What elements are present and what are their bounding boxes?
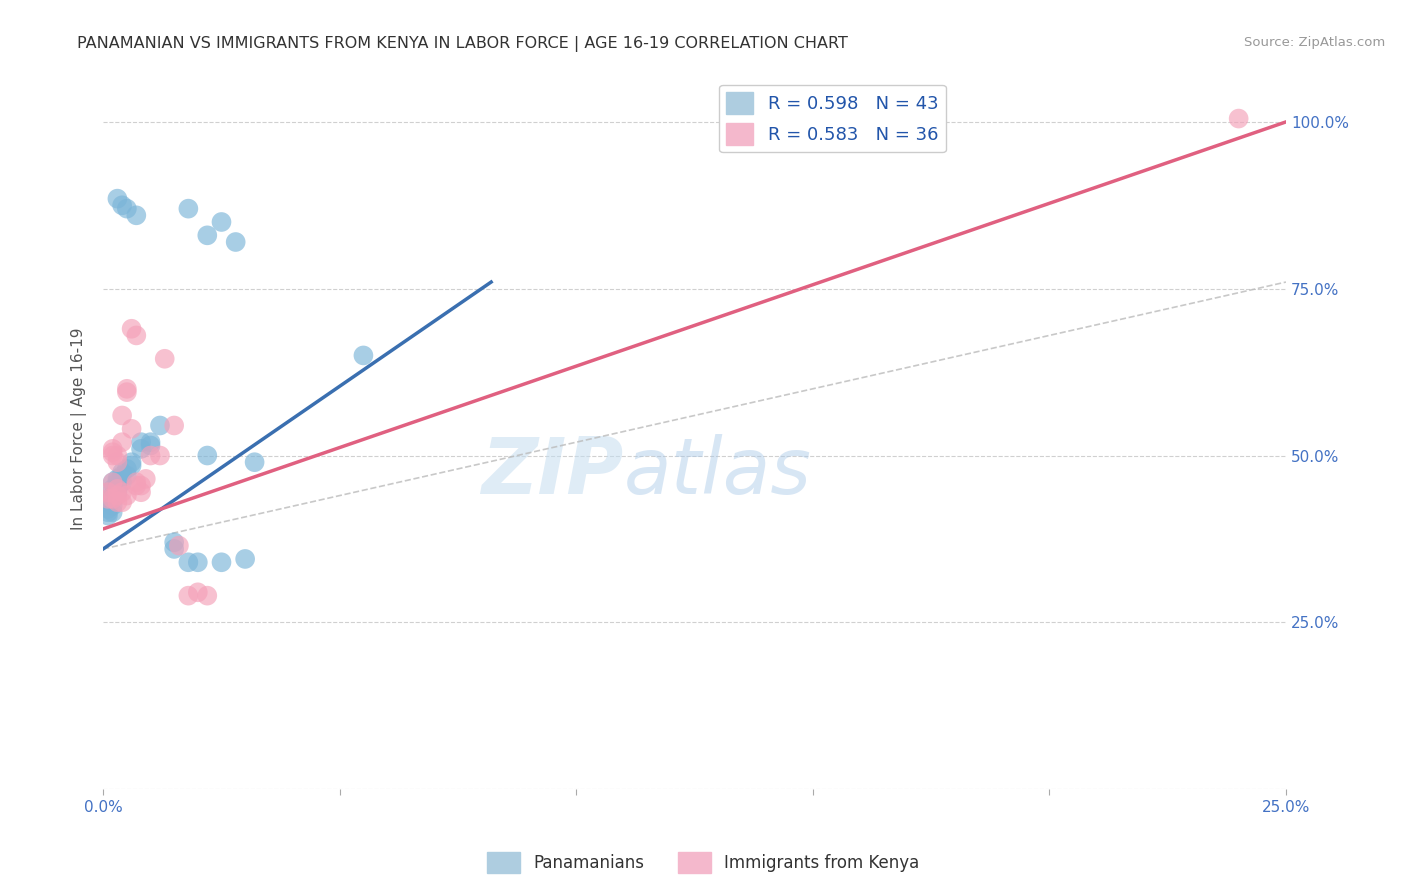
Point bbox=[177, 555, 200, 569]
Point bbox=[211, 215, 233, 229]
Point bbox=[211, 555, 233, 569]
Point bbox=[101, 505, 124, 519]
Point bbox=[129, 478, 152, 492]
Point bbox=[115, 385, 138, 400]
Point bbox=[195, 228, 218, 243]
Point bbox=[149, 418, 172, 433]
Point bbox=[225, 235, 247, 249]
Text: PANAMANIAN VS IMMIGRANTS FROM KENYA IN LABOR FORCE | AGE 16-19 CORRELATION CHART: PANAMANIAN VS IMMIGRANTS FROM KENYA IN L… bbox=[77, 36, 848, 52]
Point bbox=[111, 465, 134, 479]
Point bbox=[111, 409, 134, 423]
Point bbox=[111, 435, 134, 450]
Point bbox=[107, 489, 129, 503]
Point bbox=[97, 502, 120, 516]
Point bbox=[101, 475, 124, 490]
Point bbox=[101, 491, 124, 506]
Point bbox=[243, 455, 266, 469]
Point bbox=[121, 322, 143, 336]
Legend: R = 0.598   N = 43, R = 0.583   N = 36: R = 0.598 N = 43, R = 0.583 N = 36 bbox=[718, 85, 946, 153]
Point bbox=[233, 552, 256, 566]
Point bbox=[97, 505, 120, 519]
Point bbox=[125, 478, 148, 492]
Point bbox=[153, 351, 176, 366]
Point bbox=[107, 449, 129, 463]
Point bbox=[107, 482, 129, 496]
Point bbox=[115, 382, 138, 396]
Point bbox=[107, 192, 129, 206]
Text: atlas: atlas bbox=[624, 434, 811, 510]
Point bbox=[111, 468, 134, 483]
Text: Source: ZipAtlas.com: Source: ZipAtlas.com bbox=[1244, 36, 1385, 49]
Point bbox=[195, 589, 218, 603]
Point bbox=[107, 495, 129, 509]
Point bbox=[125, 328, 148, 343]
Point bbox=[111, 198, 134, 212]
Point bbox=[107, 478, 129, 492]
Point bbox=[163, 418, 186, 433]
Point bbox=[115, 489, 138, 503]
Point bbox=[121, 458, 143, 473]
Point bbox=[187, 555, 209, 569]
Legend: Panamanians, Immigrants from Kenya: Panamanians, Immigrants from Kenya bbox=[479, 846, 927, 880]
Point bbox=[107, 455, 129, 469]
Point bbox=[139, 435, 162, 450]
Point bbox=[101, 445, 124, 459]
Point bbox=[107, 472, 129, 486]
Point bbox=[97, 485, 120, 500]
Point bbox=[129, 435, 152, 450]
Point bbox=[139, 449, 162, 463]
Point bbox=[177, 589, 200, 603]
Point bbox=[129, 442, 152, 456]
Point bbox=[115, 468, 138, 483]
Point bbox=[1227, 112, 1250, 126]
Point bbox=[101, 499, 124, 513]
Point bbox=[101, 475, 124, 490]
Point bbox=[101, 491, 124, 506]
Point bbox=[129, 485, 152, 500]
Point bbox=[195, 449, 218, 463]
Point bbox=[97, 491, 120, 506]
Point bbox=[149, 449, 172, 463]
Point bbox=[115, 462, 138, 476]
Point bbox=[163, 541, 186, 556]
Point bbox=[125, 208, 148, 222]
Point bbox=[101, 482, 124, 496]
Point bbox=[139, 438, 162, 452]
Point bbox=[111, 475, 134, 490]
Point bbox=[101, 449, 124, 463]
Point bbox=[115, 202, 138, 216]
Point bbox=[107, 482, 129, 496]
Text: ZIP: ZIP bbox=[481, 434, 624, 510]
Y-axis label: In Labor Force | Age 16-19: In Labor Force | Age 16-19 bbox=[72, 327, 87, 530]
Point bbox=[121, 455, 143, 469]
Point bbox=[163, 535, 186, 549]
Point bbox=[187, 585, 209, 599]
Point bbox=[352, 348, 374, 362]
Point bbox=[111, 485, 134, 500]
Point bbox=[111, 495, 134, 509]
Point bbox=[107, 475, 129, 490]
Point bbox=[121, 422, 143, 436]
Point bbox=[177, 202, 200, 216]
Point bbox=[101, 489, 124, 503]
Point bbox=[107, 485, 129, 500]
Point bbox=[97, 508, 120, 523]
Point bbox=[125, 475, 148, 490]
Point bbox=[101, 442, 124, 456]
Point bbox=[135, 472, 157, 486]
Point bbox=[167, 539, 190, 553]
